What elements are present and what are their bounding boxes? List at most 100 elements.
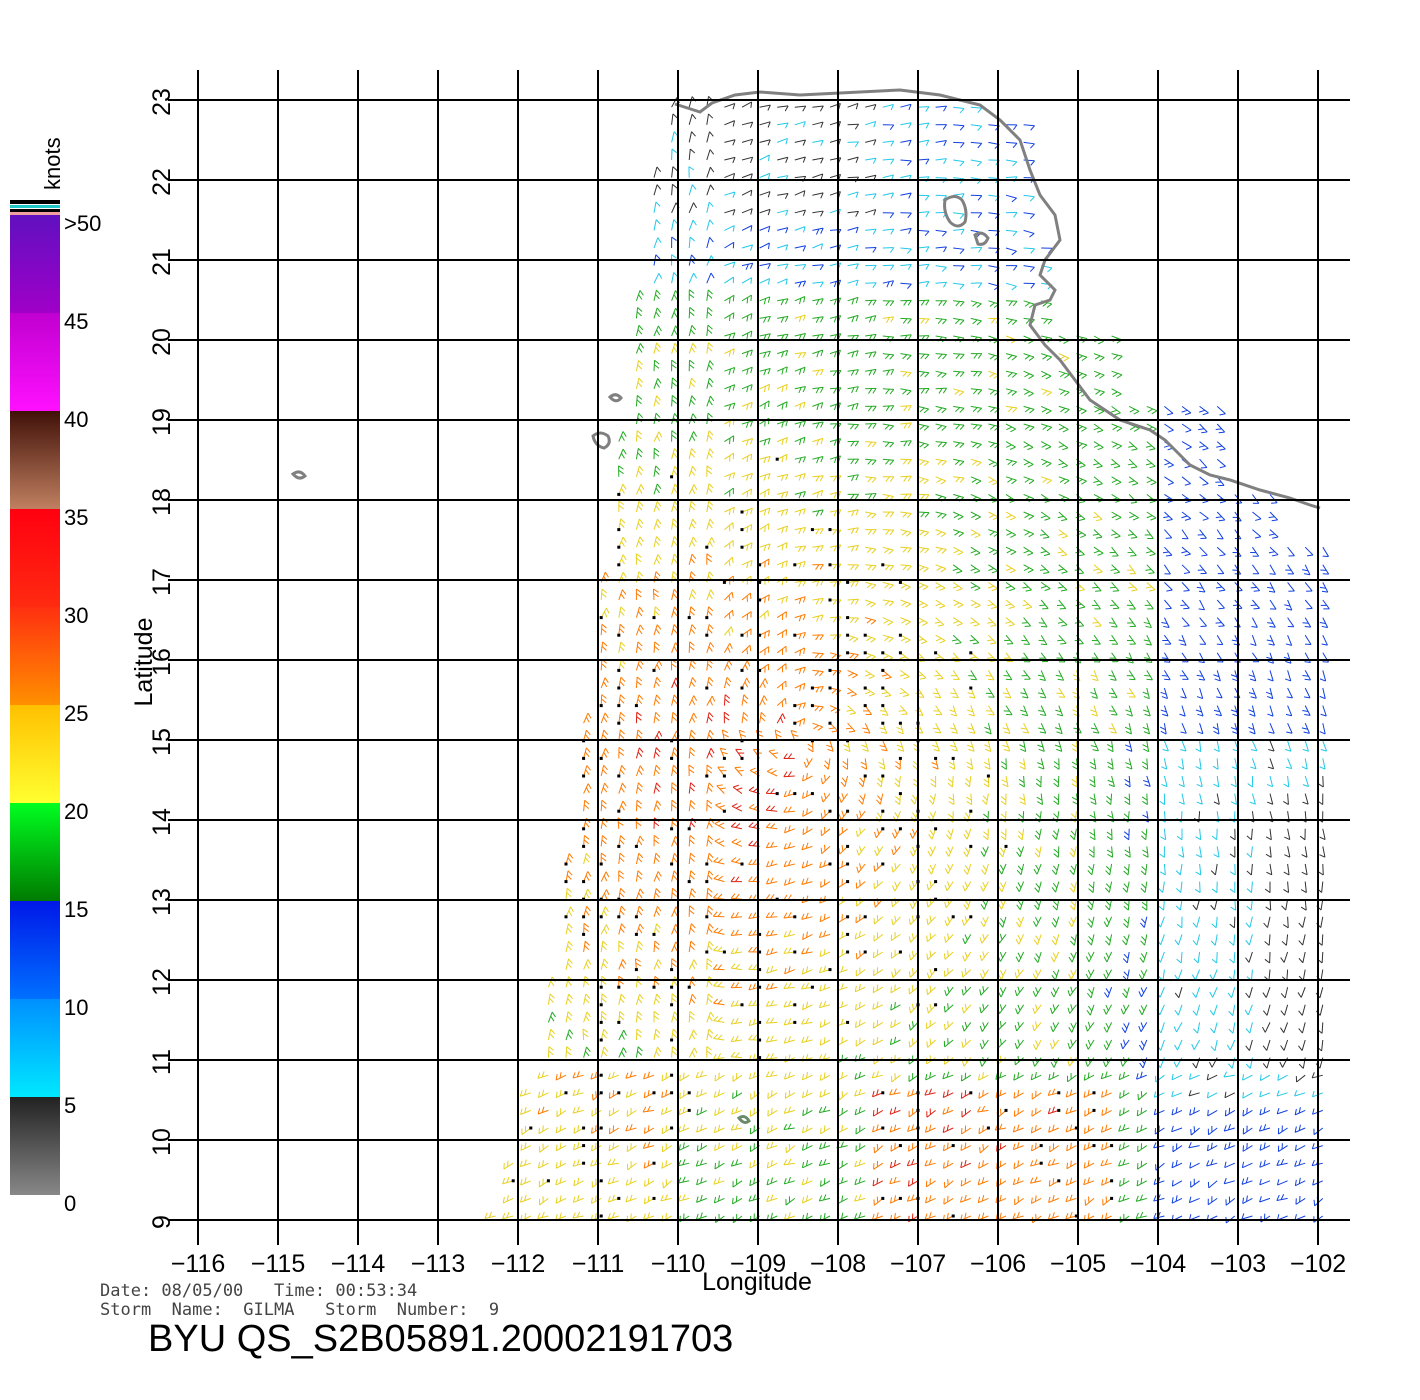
wind-barb [696, 1194, 707, 1203]
wind-barb [635, 993, 644, 1005]
wind-barb [1002, 687, 1012, 699]
wind-barb [706, 589, 715, 601]
wind-barb [874, 846, 884, 856]
colorbar-unit: knots [40, 137, 65, 190]
wind-barb [935, 546, 947, 554]
wind-barb [1030, 1176, 1042, 1184]
wind-barb [1040, 546, 1051, 557]
wind-barb [748, 983, 762, 991]
wind-barb [1119, 1090, 1130, 1099]
wind-barb [917, 493, 930, 500]
wind-barb [1216, 564, 1225, 575]
wind-barb [926, 915, 936, 926]
wind-barb [1040, 511, 1051, 521]
wind-barb [1181, 493, 1192, 504]
wind-barb [653, 852, 661, 865]
wind-barb [960, 1072, 972, 1082]
wind-barb [1065, 1089, 1077, 1098]
wind-barb [1124, 723, 1132, 735]
wind-barb [1049, 1004, 1060, 1014]
wind-barb [1092, 582, 1102, 592]
wind-barb [837, 914, 850, 924]
wind-barb [891, 915, 901, 926]
wind-barb [1091, 634, 1101, 645]
wind-barb [1181, 582, 1190, 592]
colorbar-label: 5 [64, 1093, 76, 1118]
island-clarion [290, 470, 308, 480]
wind-barb [1057, 617, 1068, 627]
wind-barb [1023, 124, 1035, 131]
wind-barb [607, 1158, 619, 1166]
wind-barb [891, 881, 901, 892]
wind-barb [908, 933, 919, 943]
wind-barb [1110, 529, 1121, 539]
wind-barb [935, 353, 947, 360]
wind-barb [547, 993, 555, 1005]
wind-barb [858, 793, 866, 805]
wind-barb [1075, 494, 1086, 504]
wind-barb [759, 172, 771, 180]
wind-barb [688, 324, 697, 337]
wind-barb [688, 413, 697, 425]
wind-barb [1163, 564, 1171, 575]
wind-barb [882, 617, 894, 626]
wind-barb [1122, 934, 1130, 946]
longitude-tick-label: −106 [970, 1250, 1026, 1278]
wind-barb [890, 1001, 901, 1011]
colorbar-cap-3 [10, 209, 60, 212]
wind-barb [583, 853, 591, 865]
wind-barb [1252, 511, 1262, 521]
wind-barb [643, 1125, 655, 1134]
wind-barb [838, 809, 850, 821]
wind-barb [876, 774, 885, 788]
wind-barb [970, 564, 981, 574]
wind-barb [801, 1160, 813, 1169]
wind-barb [1118, 1142, 1130, 1151]
wind-barb [1301, 863, 1308, 876]
wind-barb [1188, 1196, 1200, 1204]
wind-barb [677, 1176, 690, 1184]
wind-barb [837, 1160, 848, 1170]
wind-barb [987, 617, 997, 627]
wind-barb [1259, 1107, 1271, 1116]
wind-barb [854, 1194, 866, 1202]
wind-barb [1164, 582, 1173, 592]
wind-barb [1189, 1162, 1200, 1169]
wind-barb [917, 458, 930, 467]
wind-barb [1126, 599, 1136, 610]
wind-barb [1158, 881, 1165, 893]
wind-barb [706, 360, 714, 372]
wind-barb [1041, 388, 1052, 397]
wind-barb [819, 1072, 831, 1081]
wind-barb [617, 887, 626, 901]
wind-barb [1242, 1125, 1253, 1135]
wind-barb [1065, 1124, 1078, 1133]
wind-barb [818, 1158, 831, 1167]
wind-barb [1245, 934, 1253, 946]
wind-barb [935, 441, 947, 448]
wind-barb [671, 764, 678, 777]
wind-barb [1087, 916, 1095, 928]
wind-barb [1192, 934, 1201, 946]
wind-barb [653, 835, 660, 847]
wind-barb [1138, 986, 1148, 998]
wind-barb [1039, 529, 1050, 539]
wind-barb [1021, 634, 1031, 645]
colorbar-band-40-45 [10, 313, 60, 411]
wind-barb [890, 1143, 902, 1152]
wind-barb [564, 853, 574, 866]
wind-barb [847, 263, 859, 270]
wind-barb [1068, 969, 1077, 980]
wind-barb [730, 912, 743, 919]
wind-barb [889, 1088, 901, 1096]
wind-barb [865, 121, 877, 128]
wind-barb [784, 966, 795, 975]
wind-barb [706, 184, 715, 196]
wind-barb [539, 1143, 549, 1153]
wind-barb [714, 1160, 725, 1170]
wind-barb [794, 296, 806, 305]
wind-barb [618, 852, 625, 865]
wind-barb [714, 1107, 725, 1116]
wind-barb [1215, 617, 1225, 627]
wind-barb [1005, 405, 1018, 413]
